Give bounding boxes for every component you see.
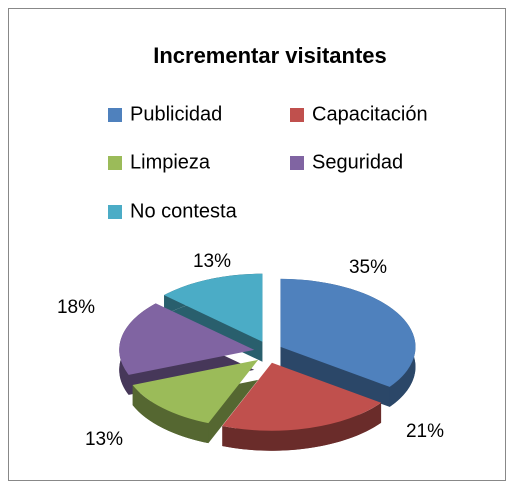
data-label: 35% xyxy=(349,257,387,278)
chart-title: Incrementar visitantes xyxy=(153,43,387,68)
data-label: 21% xyxy=(406,421,444,442)
pie-slice xyxy=(132,359,259,444)
slice-top xyxy=(119,303,255,375)
legend-swatch xyxy=(108,156,122,170)
legend-swatch xyxy=(290,108,304,122)
slice-top xyxy=(222,362,382,431)
slice-top xyxy=(132,359,259,424)
slice-top xyxy=(164,273,263,342)
legend-label: Publicidad xyxy=(130,103,222,125)
legend-label: Capacitación xyxy=(312,103,428,125)
slice-wall xyxy=(222,402,382,451)
pie-slice xyxy=(119,303,255,395)
legend-swatch xyxy=(108,205,122,219)
slice-wall xyxy=(132,384,209,444)
pie-slice xyxy=(222,362,382,451)
legend-swatch xyxy=(290,156,304,170)
legend-label: Limpieza xyxy=(130,151,211,173)
slice-top xyxy=(280,278,416,387)
legend-label: Seguridad xyxy=(312,151,403,173)
pie-slice xyxy=(280,278,416,407)
legend-swatch xyxy=(108,108,122,122)
data-label: 13% xyxy=(85,429,123,450)
data-label: 13% xyxy=(193,251,231,272)
data-label: 18% xyxy=(57,297,95,318)
legend-label: No contesta xyxy=(130,200,238,222)
